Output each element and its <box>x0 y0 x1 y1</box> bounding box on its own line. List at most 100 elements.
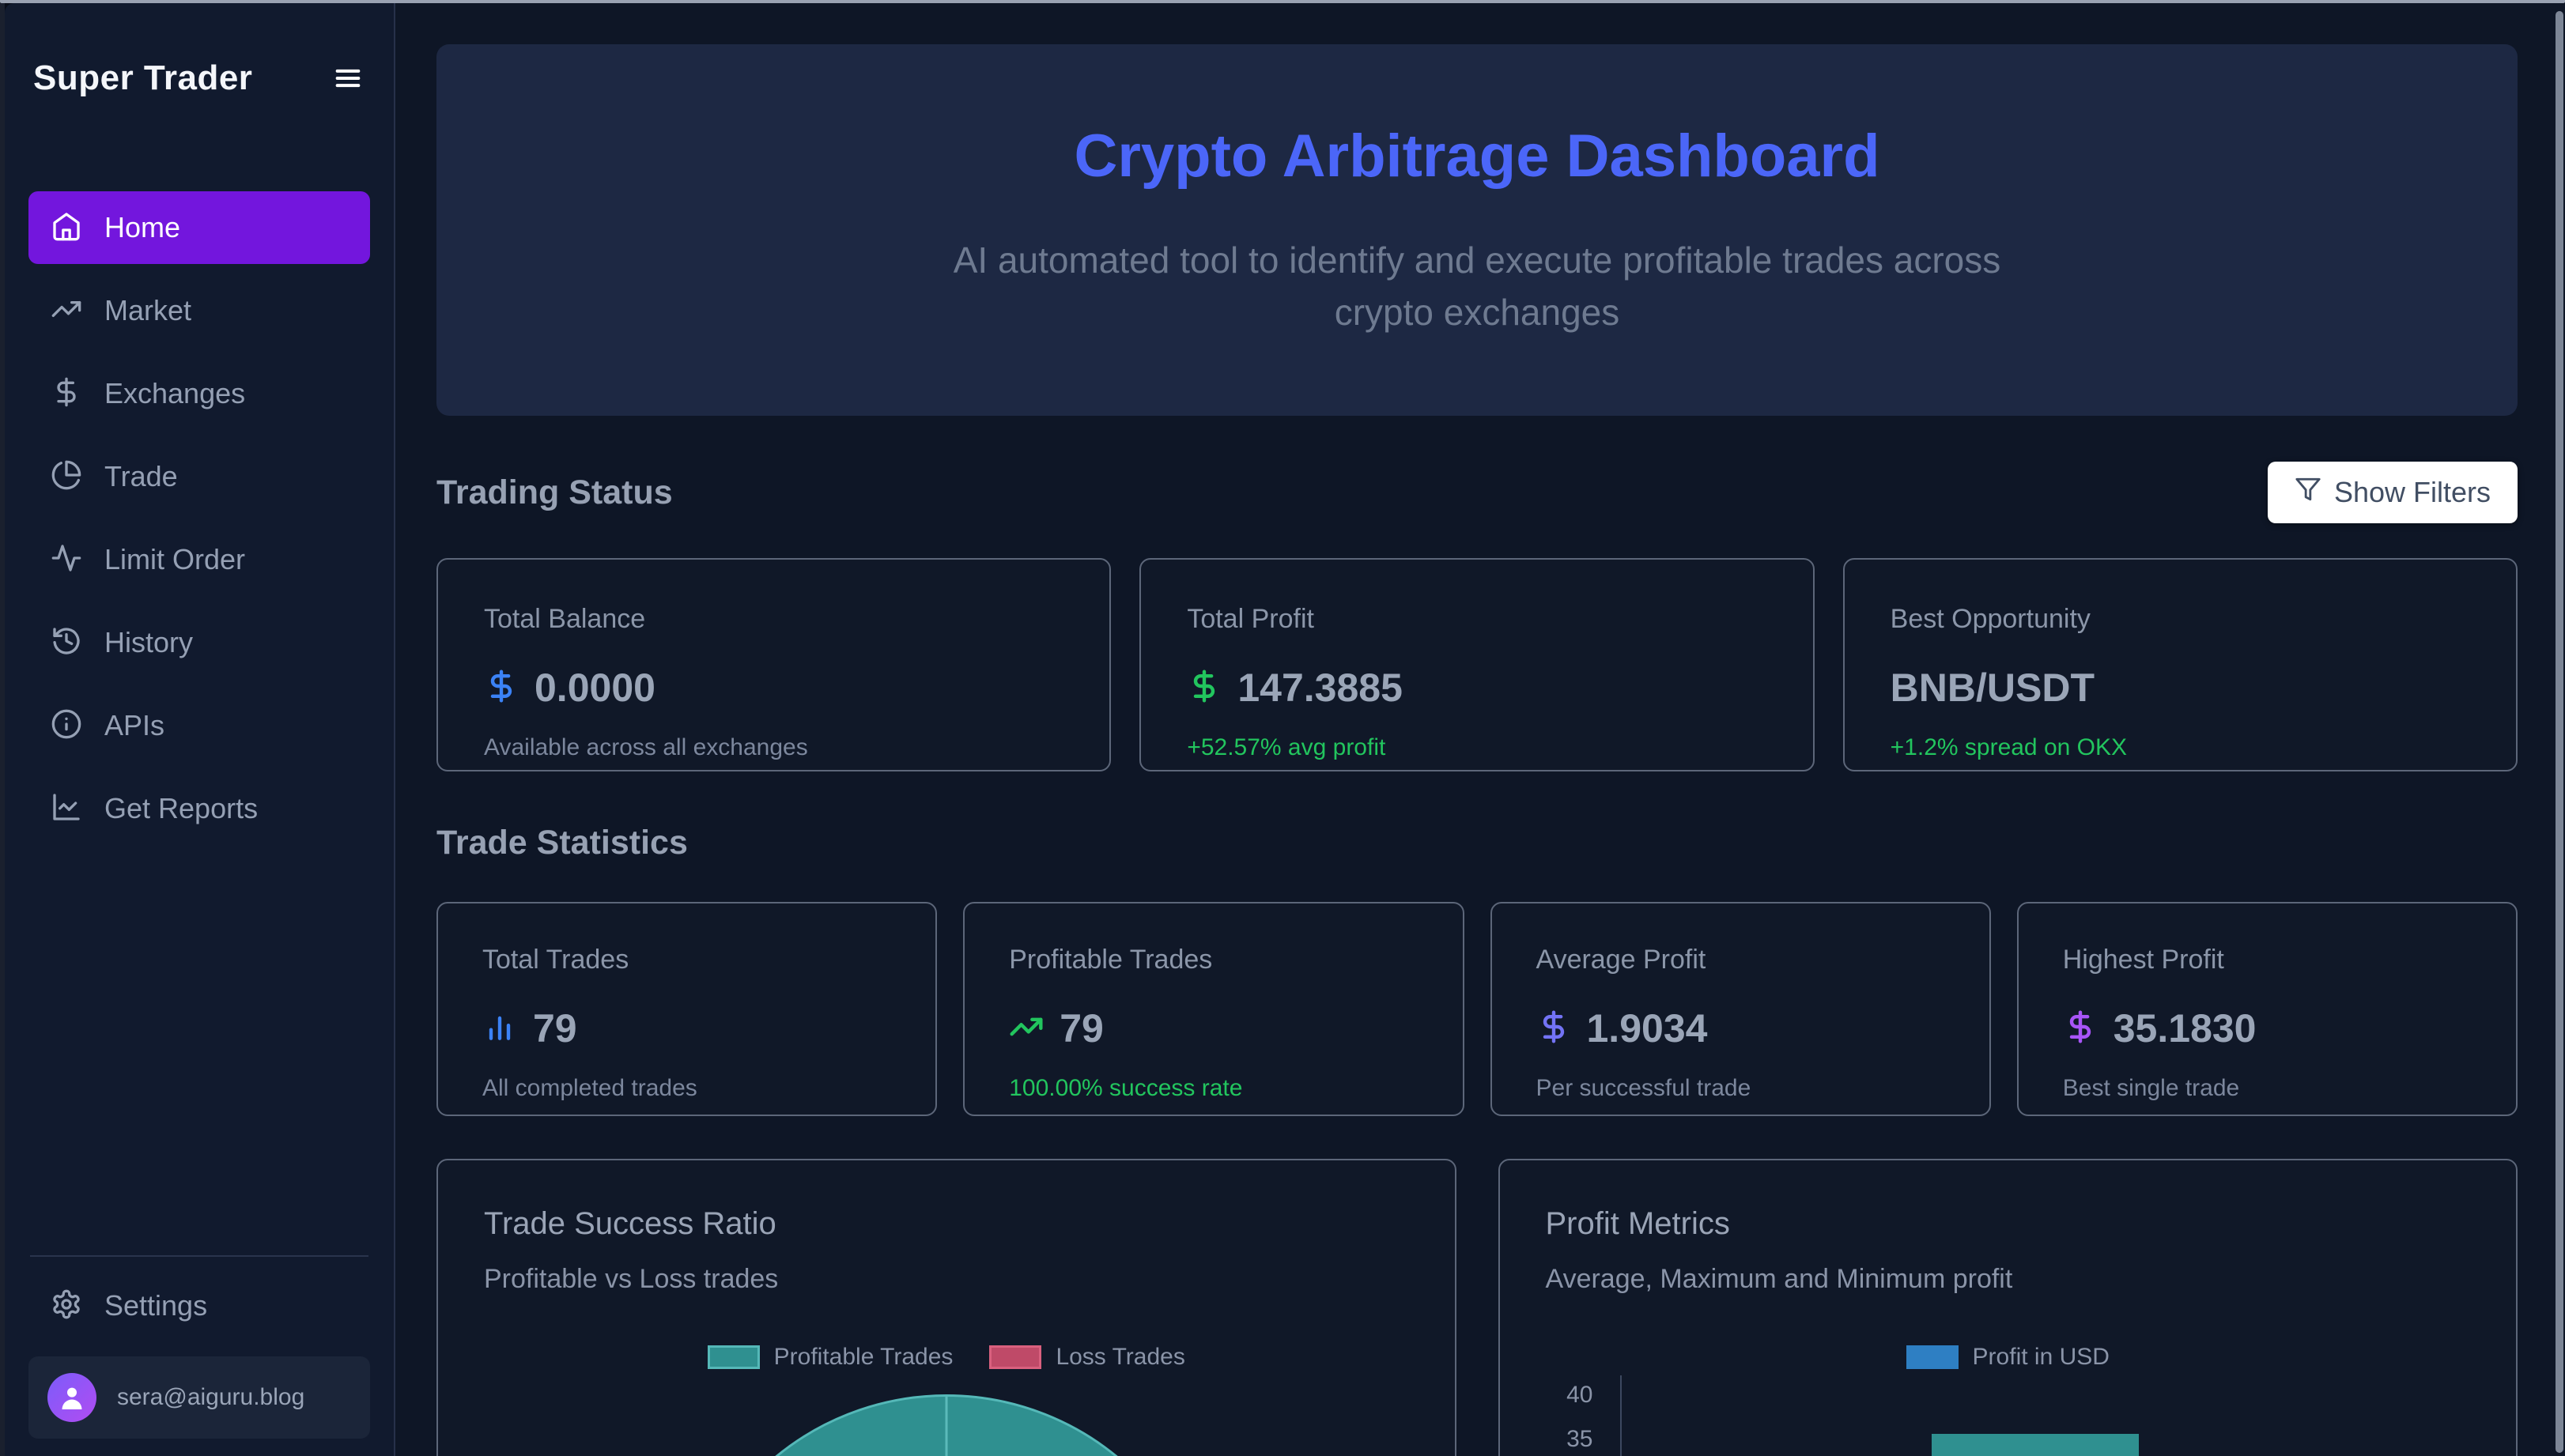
sidebar-item-home[interactable]: Home <box>28 191 370 264</box>
legend-label: Profit in USD <box>1972 1344 2110 1370</box>
dollar-icon <box>1536 1009 1571 1048</box>
window-left-frame <box>0 3 5 1456</box>
show-filters-label: Show Filters <box>2333 476 2491 508</box>
main-content: Crypto Arbitrage Dashboard AI automated … <box>395 3 2565 1456</box>
total-trades-card: Total Trades 79 All completed trades <box>436 902 938 1116</box>
trade-statistics-title: Trade Statistics <box>436 824 688 862</box>
y-axis-line <box>1619 1375 1622 1456</box>
sidebar-item-get-reports[interactable]: Get Reports <box>28 772 370 845</box>
hero-banner: Crypto Arbitrage Dashboard AI automated … <box>436 44 2518 416</box>
activity-icon <box>51 542 82 578</box>
sidebar-item-label: History <box>104 626 194 658</box>
sidebar-item-label: Settings <box>104 1289 208 1322</box>
card-subtext: +52.57% avg profit <box>1187 734 1386 760</box>
trending-up-icon <box>1009 1009 1044 1048</box>
bar-chart-title: Profit Metrics <box>1545 1206 1730 1241</box>
trading-status-header: Trading Status Show Filters <box>436 462 2518 523</box>
card-subtext: Best single trade <box>2062 1075 2240 1101</box>
sidebar-item-label: Trade <box>104 460 178 492</box>
legend-label: Profitable Trades <box>773 1344 954 1370</box>
app-title: Super Trader <box>33 58 253 97</box>
total-profit-value: 147.3885 <box>1237 666 1403 710</box>
card-label: Best Opportunity <box>1890 604 2091 634</box>
sidebar-item-exchanges[interactable]: Exchanges <box>28 357 370 430</box>
sidebar-item-label: Limit Order <box>104 543 246 575</box>
card-subtext: Per successful trade <box>1536 1075 1751 1101</box>
sidebar: Super Trader Home Market Exchanges <box>5 3 395 1456</box>
profitable-trades-value: 79 <box>1060 1006 1104 1051</box>
bar-chart-icon <box>482 1009 517 1048</box>
card-label: Total Profit <box>1187 604 1314 634</box>
total-balance-card: Total Balance 0.0000 Available across al… <box>436 558 1112 771</box>
pie-chart-area <box>484 1394 1409 1456</box>
trading-status-cards: Total Balance 0.0000 Available across al… <box>436 558 2518 771</box>
trade-success-ratio-card: Trade Success Ratio Profitable vs Loss t… <box>436 1159 1456 1456</box>
page-title: Crypto Arbitrage Dashboard <box>1074 123 1880 190</box>
history-icon <box>51 625 82 661</box>
pie-legend: Profitable Trades Loss Trades <box>484 1344 1409 1371</box>
trending-up-icon <box>51 293 82 329</box>
sidebar-item-label: Home <box>104 211 181 243</box>
sidebar-item-market[interactable]: Market <box>28 274 370 347</box>
bar-chart-area: 40 35 <box>1546 1371 2471 1456</box>
sidebar-item-trade[interactable]: Trade <box>28 440 370 513</box>
legend-swatch-pink <box>989 1345 1042 1369</box>
average-profit-card: Average Profit 1.9034 Per successful tra… <box>1490 902 1991 1116</box>
sidebar-item-label: APIs <box>104 709 165 741</box>
best-opportunity-card: Best Opportunity BNB/USDT +1.2% spread o… <box>1842 558 2518 771</box>
legend-item-profit-usd: Profit in USD <box>1906 1344 2110 1371</box>
legend-label: Loss Trades <box>1056 1344 1185 1370</box>
user-profile-chip[interactable]: sera@aiguru.blog <box>28 1356 370 1439</box>
window-top-frame <box>0 0 2565 3</box>
average-profit-value: 1.9034 <box>1586 1006 1708 1051</box>
highest-profit-card: Highest Profit 35.1830 Best single trade <box>2016 902 2518 1116</box>
dollar-icon <box>2063 1009 2098 1048</box>
profitable-trades-card: Profitable Trades 79 100.00% success rat… <box>963 902 1464 1116</box>
total-trades-value: 79 <box>533 1006 577 1051</box>
card-label: Highest Profit <box>2062 945 2224 975</box>
sidebar-item-label: Exchanges <box>104 377 246 409</box>
card-subtext: Available across all exchanges <box>484 734 808 760</box>
sidebar-header: Super Trader <box>28 58 370 98</box>
show-filters-button[interactable]: Show Filters <box>2267 462 2518 523</box>
pie-slice-divider <box>945 1397 948 1456</box>
sidebar-divider <box>30 1255 368 1257</box>
card-subtext: 100.00% success rate <box>1009 1075 1243 1101</box>
total-profit-card: Total Profit 147.3885 +52.57% avg profit <box>1139 558 1815 771</box>
sidebar-item-settings[interactable]: Settings <box>28 1269 370 1342</box>
card-subtext: +1.2% spread on OKX <box>1890 734 2128 760</box>
y-axis-tick-40: 40 <box>1566 1382 1593 1408</box>
dollar-icon <box>1187 669 1222 707</box>
trading-status-title: Trading Status <box>436 473 673 511</box>
y-axis-tick-35: 35 <box>1566 1426 1593 1452</box>
charts-row: Trade Success Ratio Profitable vs Loss t… <box>436 1159 2518 1456</box>
page-subtitle: AI automated tool to identify and execut… <box>953 240 2001 333</box>
legend-swatch-blue <box>1906 1345 1959 1369</box>
dollar-icon <box>51 376 82 412</box>
sidebar-item-limit-order[interactable]: Limit Order <box>28 523 370 596</box>
pie-chart-icon <box>51 459 82 495</box>
vertical-scrollbar[interactable] <box>2556 11 2563 1453</box>
best-opportunity-value: BNB/USDT <box>1890 666 2095 710</box>
user-email: sera@aiguru.blog <box>117 1384 305 1410</box>
total-balance-value: 0.0000 <box>535 666 655 710</box>
sidebar-footer: Settings sera@aiguru.blog <box>28 1255 370 1439</box>
card-label: Total Balance <box>484 604 646 634</box>
pie-chart-title: Trade Success Ratio <box>484 1206 776 1241</box>
hamburger-menu-icon[interactable] <box>331 61 365 96</box>
user-icon <box>62 1387 82 1409</box>
bar-maximum-profit[interactable] <box>1931 1434 2139 1456</box>
filter-icon <box>2295 476 2321 510</box>
sidebar-item-history[interactable]: History <box>28 606 370 679</box>
avatar <box>47 1373 96 1422</box>
sidebar-item-apis[interactable]: APIs <box>28 689 370 762</box>
dollar-icon <box>484 669 519 707</box>
pie-chart-subtitle: Profitable vs Loss trades <box>484 1264 779 1294</box>
legend-item-profitable: Profitable Trades <box>707 1344 954 1371</box>
legend-swatch-teal <box>707 1345 760 1369</box>
home-icon <box>51 210 82 246</box>
highest-profit-value: 35.1830 <box>2113 1006 2257 1051</box>
profit-metrics-card: Profit Metrics Average, Maximum and Mini… <box>1498 1159 2518 1456</box>
card-subtext: All completed trades <box>482 1075 697 1101</box>
